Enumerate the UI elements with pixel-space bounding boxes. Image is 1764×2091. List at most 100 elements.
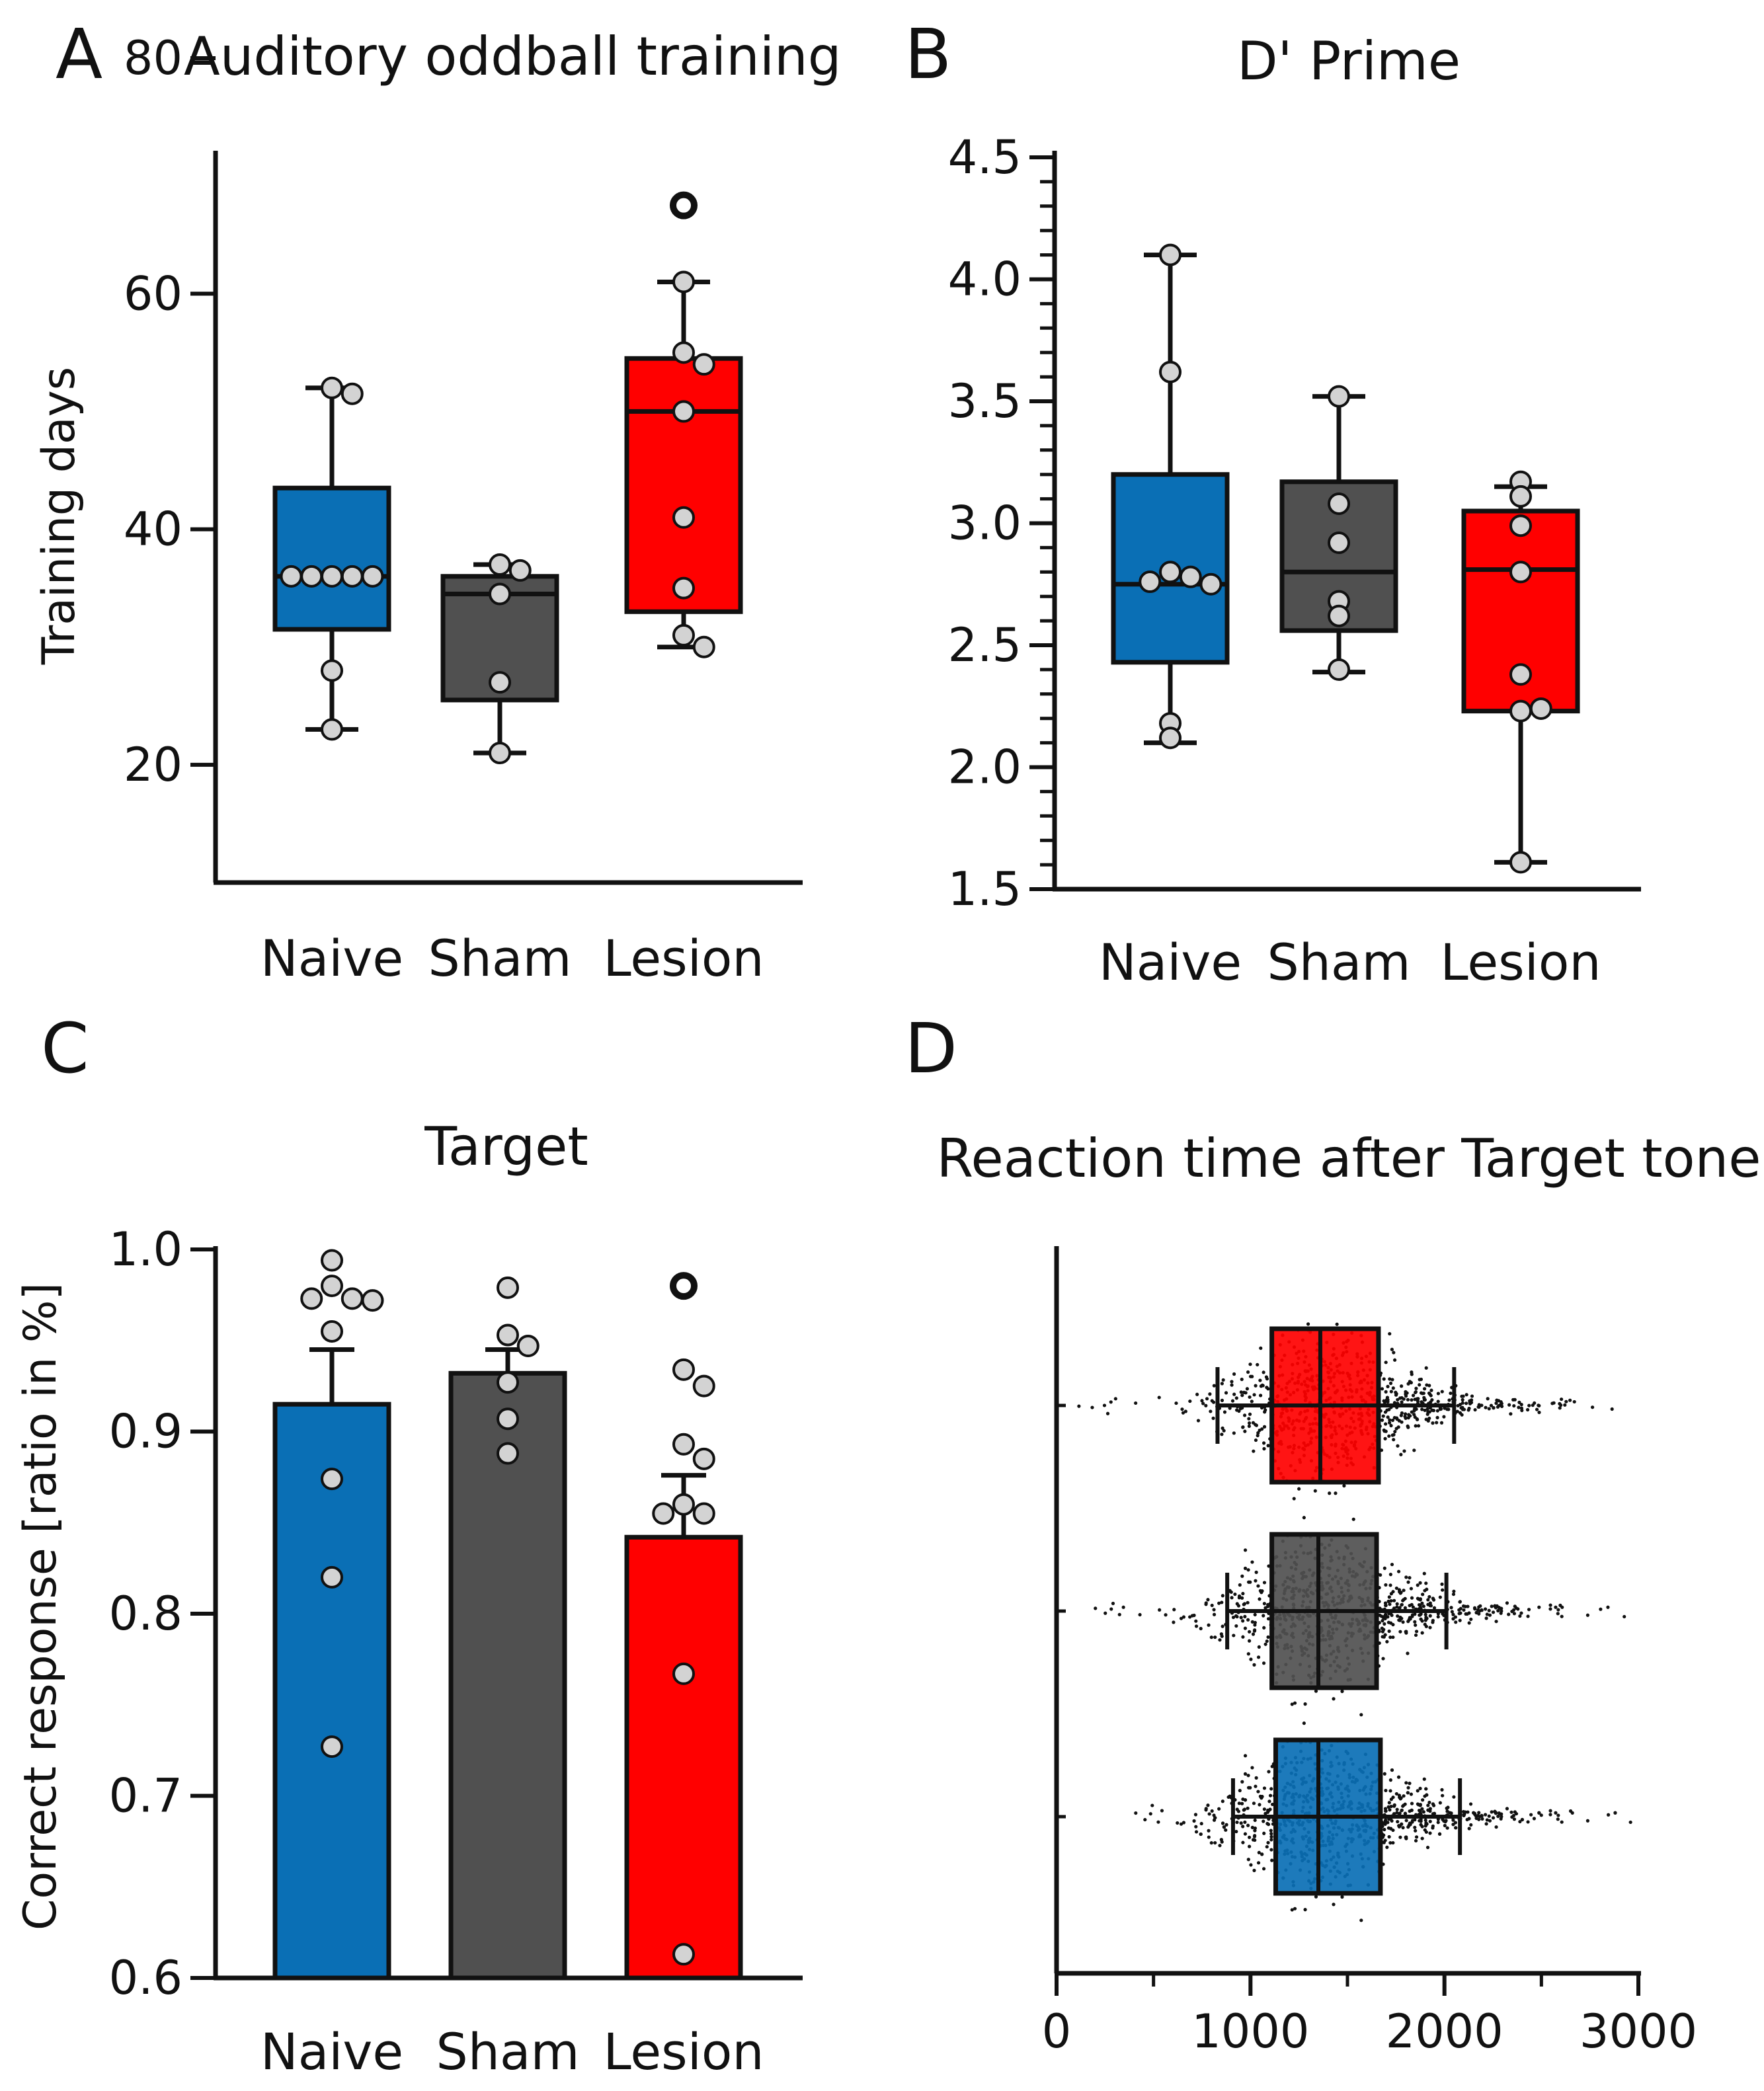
panel-d-naive-rt-point: [1396, 1819, 1400, 1824]
panel-c-x-label-lesion: Lesion: [603, 2022, 764, 2081]
panel-d-lesion-rt-point: [1248, 1362, 1252, 1366]
panel-d-sham-rt-point: [1454, 1620, 1458, 1624]
panel-d-sham-rt-point: [1230, 1596, 1234, 1600]
panel-d-sham-rt-point: [1548, 1603, 1552, 1607]
panel-d-naive-rt-point: [1221, 1799, 1224, 1803]
panel-d-lesion-rt-point: [1414, 1390, 1418, 1394]
panel-d-sham-rt-point: [1556, 1612, 1560, 1616]
panel-a-sham-point: [508, 559, 532, 582]
panel-d-naive-rt-point: [1483, 1813, 1488, 1817]
panel-d-lesion-rt-point: [1109, 1400, 1113, 1404]
panel-d-sham-rt-point: [1172, 1620, 1176, 1624]
panel-d-lesion-rt-point: [1513, 1398, 1517, 1401]
panel-d-naive-rt-point: [1388, 1789, 1392, 1793]
panel-d-lesion-rt-point: [1254, 1423, 1258, 1427]
panel-d-lesion-rt-point: [1435, 1415, 1439, 1419]
panel-b-x-label-sham: Sham: [1267, 933, 1410, 992]
panel-d-lesion-rt-point: [1392, 1358, 1397, 1362]
panel-d-naive-rt-point: [1570, 1811, 1574, 1815]
panel-d-lesion-rt-point: [1550, 1401, 1554, 1405]
panel-d-lesion-rt-point: [1414, 1386, 1418, 1390]
panel-d-sham-rt-point: [1383, 1622, 1386, 1626]
panel-d-sham-rt-point: [1473, 1607, 1477, 1611]
panel-d-sham-rt-point: [1303, 1702, 1307, 1706]
panel-b-naive-point: [1159, 360, 1182, 383]
panel-d-naive-rt-point: [1176, 1821, 1180, 1825]
panel-d-naive-rt-point: [1505, 1807, 1509, 1811]
panel-d-sham-rt-point: [1392, 1606, 1396, 1610]
panel-d-sham-rt-point: [1383, 1614, 1386, 1618]
panel-d-naive-rt-point: [1253, 1838, 1257, 1842]
panel-d-lesion-rt-point: [1492, 1406, 1496, 1410]
panel-a-naive-point: [321, 565, 343, 588]
panel-d-sham-rt-point: [1406, 1580, 1410, 1584]
panel-b: B D' Prime 1.5 2.0 2.5 3.0 3.5 4.0 4.5 Naive Sha…: [904, 14, 1641, 992]
panel-d-sham-rt-point: [1404, 1575, 1408, 1579]
panel-d-sham-rt-point: [1560, 1614, 1564, 1618]
panel-d-naive-rt-point: [1267, 1799, 1271, 1803]
panel-d-naive-rt-point: [1414, 1838, 1418, 1843]
panel-d-lesion-rt-point: [1480, 1403, 1484, 1407]
panel-d-naive-rt-point: [1207, 1829, 1211, 1833]
panel-d-sham-rt-point: [1164, 1613, 1168, 1617]
panel-d-sham-rt-point: [1243, 1614, 1247, 1618]
panel-b-title: D' Prime: [1237, 30, 1461, 92]
panel-d-lesion-rt-point: [1507, 1403, 1511, 1407]
panel-d-sham-rt-point: [1491, 1610, 1496, 1614]
panel-d-naive-rt-point: [1384, 1788, 1388, 1793]
panel-d-sham-rt-point: [1424, 1624, 1428, 1628]
panel-d-naive-rt-point: [1246, 1823, 1250, 1827]
panel-d-lesion-rt-point: [1392, 1433, 1396, 1437]
panel-d-sham-rt-point: [1408, 1576, 1412, 1580]
panel-d-lesion-rt-point: [1429, 1388, 1433, 1392]
panel-a: A Auditory oddball training Training day…: [33, 14, 842, 988]
panel-d-naive-rt-point: [1485, 1818, 1489, 1822]
panel-d-sham-rt-point: [1243, 1548, 1248, 1552]
panel-d-sham-rt-point: [1240, 1596, 1244, 1600]
panel-d-sham-rt-point: [1478, 1604, 1482, 1608]
panel-d-sham-rt-point: [1248, 1630, 1252, 1634]
panel-d-naive-rt-point: [1416, 1789, 1420, 1793]
panel-d-sham-rt-point: [1419, 1617, 1423, 1621]
panel-d-lesion-rt-point: [1380, 1418, 1384, 1422]
panel-d-lesion-rt-point: [1383, 1410, 1388, 1414]
panel-d-lesion-rt-point: [1262, 1446, 1266, 1451]
panel-d-naive-rt-point: [1241, 1840, 1245, 1844]
panel-c-lesion-point: [672, 1943, 695, 1966]
panel-d-naive-rt-point: [1418, 1786, 1422, 1791]
panel-d-lesion-rt-point: [1242, 1413, 1247, 1417]
panel-d-naive-rt-point: [1425, 1793, 1429, 1797]
panel-d-lesion-rt-point: [1402, 1449, 1406, 1453]
panel-d-lesion-rt-point: [1559, 1397, 1564, 1401]
panel-d-lesion-rt-point: [1313, 1489, 1317, 1493]
panel-d-lesion-rt-point: [1412, 1413, 1416, 1417]
panel-d-sham-rt-point: [1252, 1663, 1256, 1667]
panel-d-lesion-rt-point: [1498, 1403, 1502, 1407]
panel-d-sham-rt-point: [1392, 1598, 1396, 1602]
panel-d-naive-rt-point: [1431, 1824, 1435, 1828]
panel-d-lesion-rt-point: [1306, 1322, 1310, 1326]
panel-d-lesion-rt-point: [1412, 1448, 1416, 1452]
panel-d-sham-rt-point: [1340, 1689, 1344, 1694]
panel-d-sham-rt-point: [1256, 1584, 1260, 1588]
panel-d-sham-rt-point: [1458, 1618, 1462, 1622]
panel-d-sham-rt-point: [1398, 1606, 1402, 1610]
panel-d-naive-rt-point: [1402, 1794, 1406, 1798]
panel-d-sham-rt-point: [1427, 1595, 1431, 1599]
panel-d-naive-rt-point: [1250, 1766, 1254, 1770]
panel-b-y-tick-label-3-5: 3.5: [948, 374, 1022, 428]
panel-d-naive-rt-point: [1467, 1827, 1471, 1831]
panel-d-lesion-rt-point: [1486, 1397, 1490, 1401]
panel-d-lesion-rt-point: [1410, 1370, 1414, 1374]
panel-d-sham-rt-point: [1231, 1615, 1236, 1620]
panel-c-lesion-point: [672, 1358, 695, 1381]
panel-d-naive-rt-point: [1410, 1808, 1414, 1812]
panel-d-sham-rt-point: [1386, 1599, 1390, 1603]
panel-d-naive-rt-point: [1242, 1807, 1246, 1811]
panel-d-sham-rt-point: [1258, 1597, 1262, 1601]
panel-d-sham-rt-point: [1416, 1583, 1420, 1587]
panel-d-sham-rt-point: [1220, 1634, 1224, 1638]
panel-d-sham-rt-point: [1239, 1616, 1243, 1620]
panel-d-sham-rt-point: [1414, 1630, 1419, 1634]
panel-d-naive-rt-point: [1406, 1786, 1410, 1790]
